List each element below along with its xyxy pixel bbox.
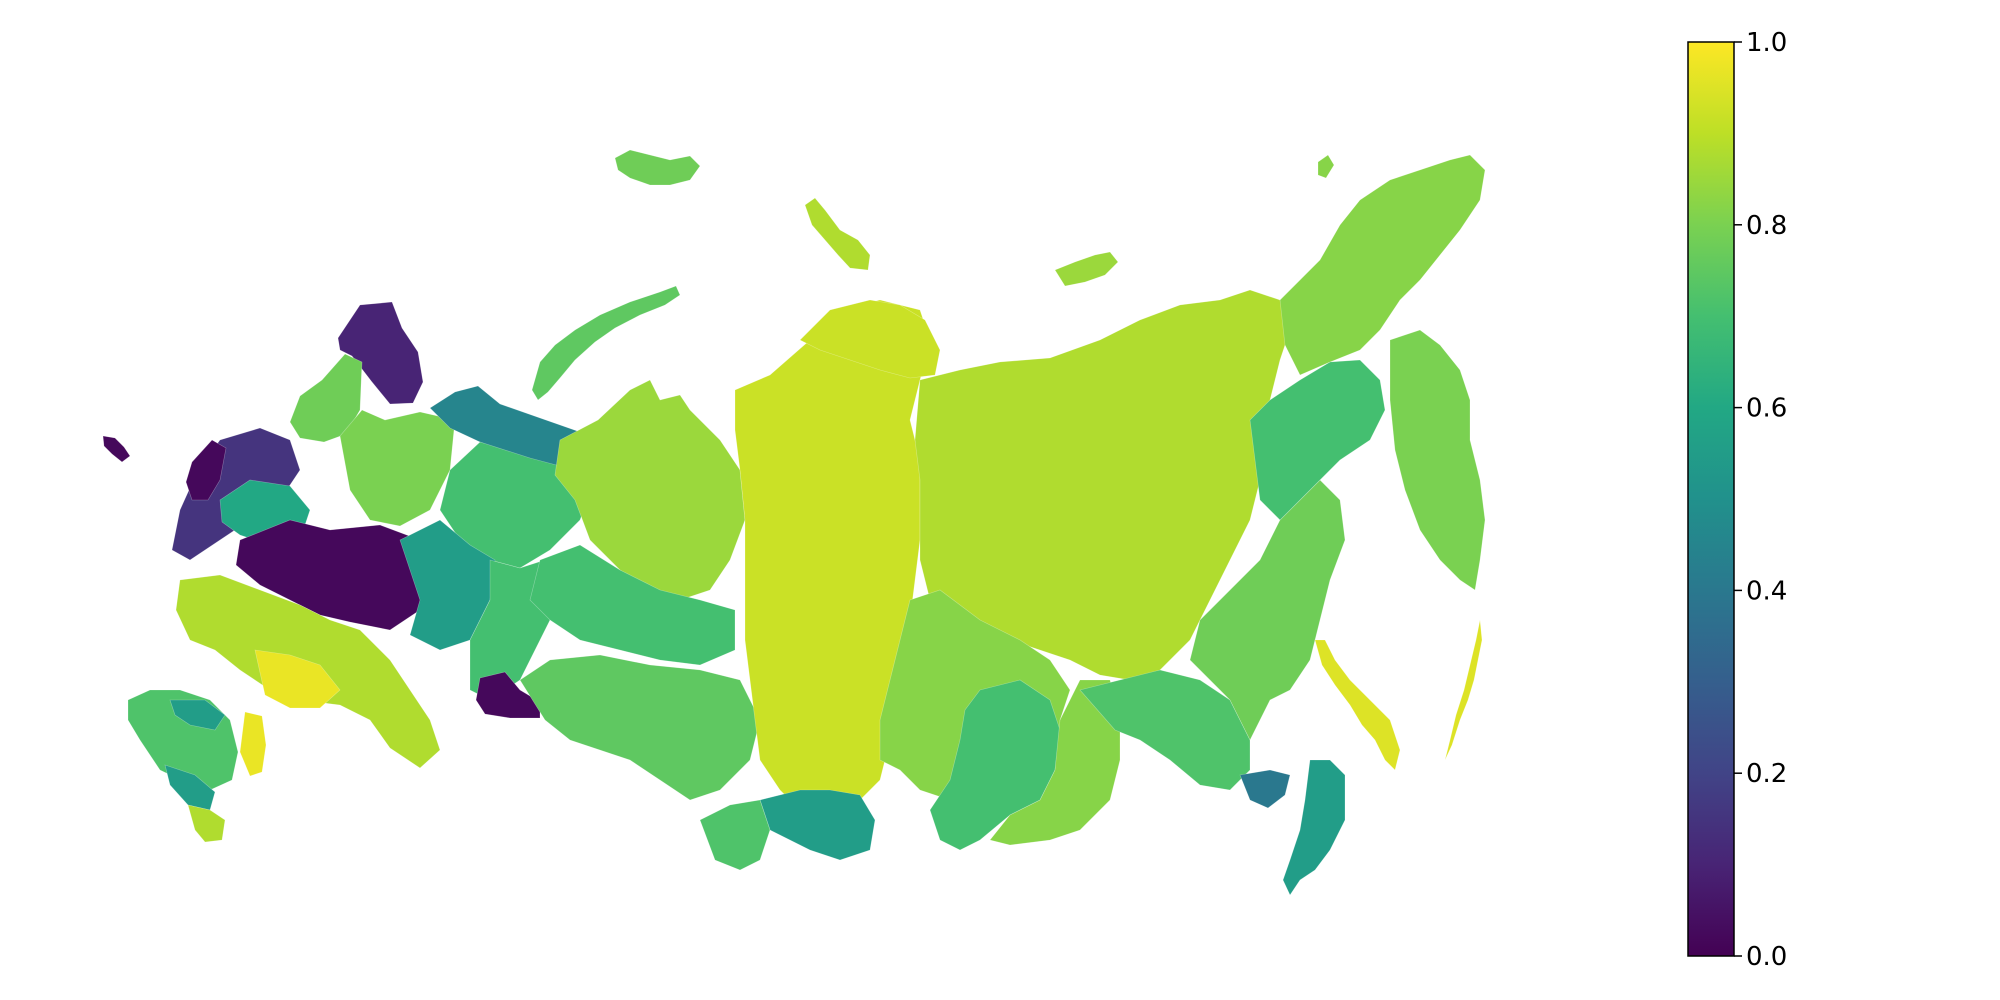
region-arkhangelsk [339,409,456,527]
colorbar-tick-label: 0.2 [1746,759,1787,789]
colorbar-tick-label: 0.4 [1746,576,1787,606]
region-tyumen-omsk [519,654,761,801]
region-nw-dark [185,439,227,501]
region-murmansk [337,301,424,405]
region-franz-josef-land [614,149,701,186]
region-kuril-islands [1444,619,1483,761]
colorbar-tick-label: 0.0 [1746,942,1787,972]
region-sakhalin [1314,639,1401,771]
region-karelia [289,353,363,443]
region-buryatia [929,679,1061,851]
region-primorye [1282,759,1346,896]
region-amur [1079,669,1251,791]
region-chukotka [1279,154,1486,376]
colorbar: 0.0 0.2 0.4 0.6 0.8 1.0 [1687,28,1787,972]
region-kamchatka [1389,329,1486,591]
region-south-yellow-b [239,711,267,777]
region-wrangel [1317,154,1335,179]
region-taimyr-north [799,299,941,379]
region-south-yellow [254,649,341,709]
colorbar-tick-label: 0.6 [1746,394,1787,424]
region-tuva-altai [759,789,876,861]
region-central-dark [235,519,436,631]
colorbar-gradient [1687,41,1735,957]
region-severnaya-zemlya [804,197,871,271]
region-magadan [1249,359,1386,521]
colorbar-tick-label: 0.8 [1746,211,1787,241]
map-regions-layer [102,149,1486,896]
region-khabarovsk [1189,479,1346,741]
region-orenburg [475,671,541,719]
region-kaliningrad [102,435,131,463]
region-caucasus-teal [169,699,226,731]
region-new-siberian-islands [1054,251,1119,287]
region-jewish-ao [1239,769,1291,809]
region-khanty-mansi [529,544,736,666]
region-caucasus-tip [187,804,226,843]
colorbar-tick-label: 1.0 [1746,28,1787,58]
region-novaya-zemlya [531,285,681,401]
region-altai-green [699,799,771,871]
colorbar-ticks: 0.0 0.2 0.4 0.6 0.8 1.0 [1734,28,1787,972]
